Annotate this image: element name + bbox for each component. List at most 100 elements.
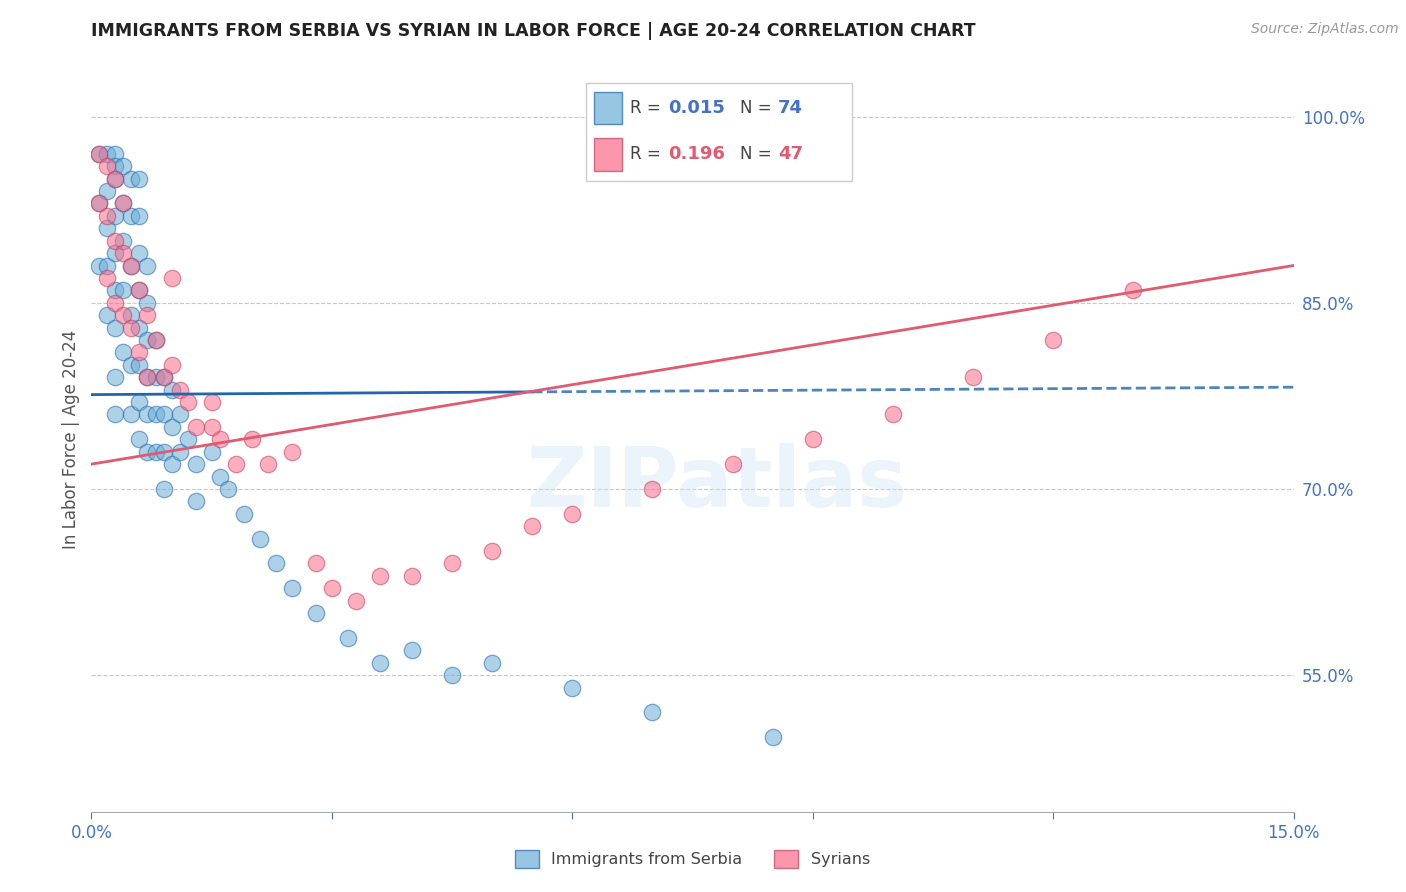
Text: R =: R = <box>630 99 666 117</box>
Point <box>184 494 207 508</box>
Point <box>152 444 174 458</box>
Point <box>561 681 583 695</box>
Point <box>96 221 118 235</box>
Point <box>96 271 118 285</box>
Point <box>336 631 359 645</box>
Point <box>522 519 544 533</box>
Point <box>1042 333 1064 347</box>
Point <box>121 408 143 422</box>
Point <box>128 209 150 223</box>
Point <box>281 582 304 596</box>
Point <box>128 358 150 372</box>
Point <box>121 209 143 223</box>
Point <box>104 320 127 334</box>
Point <box>217 482 239 496</box>
Point <box>641 706 664 720</box>
Point <box>232 507 254 521</box>
Point <box>225 457 247 471</box>
Point <box>481 656 503 670</box>
FancyBboxPatch shape <box>586 83 852 181</box>
Point <box>305 557 328 571</box>
Point <box>112 284 135 298</box>
Point <box>128 345 150 359</box>
Point <box>128 284 150 298</box>
Text: 0.196: 0.196 <box>668 145 725 163</box>
Point <box>96 146 118 161</box>
Point <box>176 395 198 409</box>
Point <box>160 383 183 397</box>
Point <box>112 308 135 322</box>
Point <box>104 171 127 186</box>
Point <box>128 395 150 409</box>
Point <box>128 246 150 260</box>
Point <box>208 432 231 446</box>
Point <box>136 370 159 384</box>
Point <box>160 420 183 434</box>
Text: IMMIGRANTS FROM SERBIA VS SYRIAN IN LABOR FORCE | AGE 20-24 CORRELATION CHART: IMMIGRANTS FROM SERBIA VS SYRIAN IN LABO… <box>91 22 976 40</box>
Point <box>104 284 127 298</box>
Point <box>305 606 328 620</box>
Point <box>169 383 191 397</box>
Bar <box>595 92 621 124</box>
Point <box>368 656 391 670</box>
Point <box>104 408 127 422</box>
Point <box>121 259 143 273</box>
Point <box>121 358 143 372</box>
Point <box>240 432 263 446</box>
Point <box>145 444 167 458</box>
Point <box>321 582 343 596</box>
Point <box>128 320 150 334</box>
Point <box>401 643 423 657</box>
Point <box>89 196 111 211</box>
Point <box>136 295 159 310</box>
Point <box>96 159 118 173</box>
Point <box>160 457 183 471</box>
Text: N =: N = <box>740 99 776 117</box>
Point <box>184 420 207 434</box>
Point <box>201 420 224 434</box>
Point <box>128 432 150 446</box>
Point <box>136 408 159 422</box>
Point <box>481 544 503 558</box>
Point <box>1122 284 1144 298</box>
Point <box>104 159 127 173</box>
Point <box>264 557 287 571</box>
Point <box>440 557 463 571</box>
Point <box>176 432 198 446</box>
Point <box>128 171 150 186</box>
Point <box>152 408 174 422</box>
Point <box>96 259 118 273</box>
Point <box>136 370 159 384</box>
Text: ZIPatlas: ZIPatlas <box>526 443 907 524</box>
Point <box>112 234 135 248</box>
Point <box>169 408 191 422</box>
Y-axis label: In Labor Force | Age 20-24: In Labor Force | Age 20-24 <box>62 330 80 549</box>
Text: R =: R = <box>630 145 666 163</box>
Point <box>104 171 127 186</box>
Point <box>112 345 135 359</box>
Bar <box>595 137 621 170</box>
Point <box>104 209 127 223</box>
Point <box>801 432 824 446</box>
Point <box>89 196 111 211</box>
Point <box>136 444 159 458</box>
Point <box>145 333 167 347</box>
Point <box>762 730 785 744</box>
Text: 0.015: 0.015 <box>668 99 725 117</box>
Point <box>89 259 111 273</box>
Point <box>104 146 127 161</box>
Text: 47: 47 <box>778 145 803 163</box>
Point <box>160 358 183 372</box>
Point <box>96 184 118 198</box>
Point <box>112 159 135 173</box>
Point <box>104 370 127 384</box>
Legend: Immigrants from Serbia, Syrians: Immigrants from Serbia, Syrians <box>508 843 877 874</box>
Point <box>136 333 159 347</box>
Text: 74: 74 <box>778 99 803 117</box>
Point <box>89 146 111 161</box>
Point <box>121 171 143 186</box>
Point <box>112 196 135 211</box>
Point <box>136 259 159 273</box>
Point <box>962 370 984 384</box>
Point <box>145 408 167 422</box>
